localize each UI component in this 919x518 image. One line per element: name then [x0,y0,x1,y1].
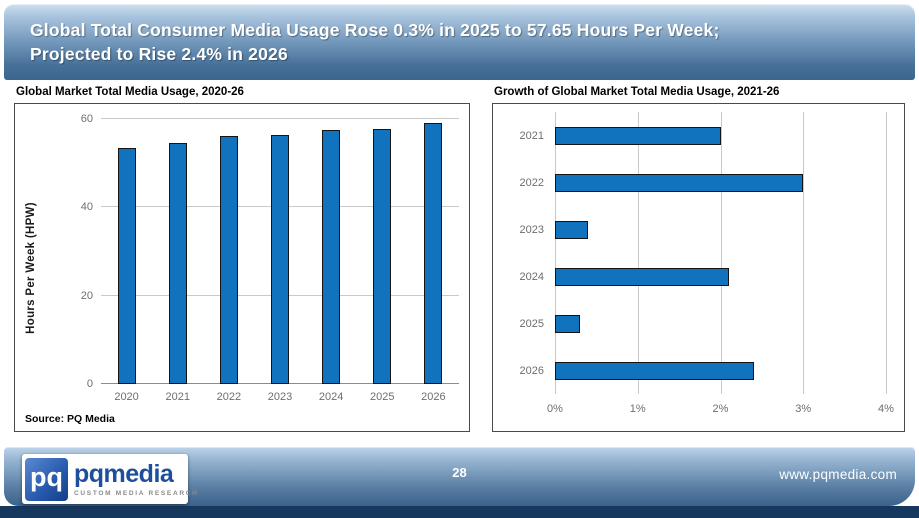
y-tick-40: 40 [80,201,93,214]
usage-bar-2024 [322,130,341,384]
usage-bar-2021 [168,143,187,384]
footer-bar: pq pqmedia CUSTOM MEDIA RESEARCH 28 www.… [4,447,915,506]
y-tick-0: 0 [86,378,93,390]
year-label-2021: 2021 [519,129,544,142]
x-tick-0%: 0% [547,403,563,415]
bars-group: 2020 2021 2022 2023 2024 2025 2026 [101,119,459,403]
usage-bar-2025 [373,129,392,384]
bar-column-2025: 2025 [370,119,395,403]
x-category-label-2025: 2025 [370,391,395,403]
x-gridline-0% [555,112,556,394]
growth-bar-2023 [555,220,589,239]
media-usage-chart-title: Global Market Total Media Usage, 2020-26 [16,86,244,98]
x-tick-4%: 4% [878,403,894,415]
x-category-label-2022: 2022 [216,391,242,403]
x-gridline-1% [637,112,639,394]
media-usage-plot-area: 0 20 40 60 2020 2021 2022 2023 2024 2025 2026 [81,113,459,403]
x-tick-3%: 3% [795,403,812,415]
usage-bar-2023 [270,135,289,384]
slide-title-line1: Global Total Consumer Media Usage Rose 0… [30,20,720,40]
growth-bar-2022 [555,173,804,192]
x-gridline-3% [803,112,805,394]
pqmedia-monogram-icon: pq [25,457,68,501]
usage-bar-2020 [117,147,136,384]
bar-column-2021: 2021 [165,119,190,403]
bar-row-2024: 2024 [520,267,886,286]
growth-chart-panel: 0% 1% 2% 3% 4% 2021 2022 2023 2024 2025 2026 [492,103,905,432]
media-usage-chart: Global Market Total Media Usage, 2020-26… [14,86,470,432]
bar-row-2021: 2021 [520,126,886,145]
media-usage-chart-panel: Hours Per Week (HPW) 0 20 40 60 2020 2021 2022… [14,103,470,432]
bar-column-2024: 2024 [319,119,343,403]
x-gridline-4% [886,112,887,394]
x-category-label-2024: 2024 [318,391,344,403]
bar-column-2020: 2020 [114,119,139,403]
growth-chart-title: Growth of Global Market Total Media Usag… [494,86,780,98]
usage-bar-2026 [424,123,443,384]
bar-row-2026: 2026 [520,361,886,380]
year-label-2025: 2025 [519,317,544,330]
x-tick-1%: 1% [629,403,646,415]
y-tick-20: 20 [80,289,93,302]
slide-title: Global Total Consumer Media Usage Rose 0… [4,4,915,66]
source-note: Source: PQ Media [25,413,115,425]
year-label-2024: 2024 [519,270,544,283]
y-gridline-60 [101,118,459,119]
bar-column-2026: 2026 [421,119,446,403]
year-label-2026: 2026 [519,364,544,377]
growth-bar-2025 [555,314,580,333]
growth-bar-2024 [555,267,729,286]
x-category-label-2020: 2020 [114,391,139,403]
x-category-label-2023: 2023 [267,391,293,403]
bar-column-2023: 2023 [268,119,292,403]
year-label-2023: 2023 [519,223,544,236]
page-number: 28 [452,465,467,480]
growth-chart: Growth of Global Market Total Media Usag… [492,86,905,432]
usage-bar-2022 [219,136,238,384]
x-tick-2%: 2% [712,403,729,415]
x-category-label-2026: 2026 [421,391,446,403]
bar-row-2025: 2025 [520,314,886,333]
pqmedia-logo: pq pqmedia CUSTOM MEDIA RESEARCH [22,454,199,504]
y-tick-60: 60 [80,113,93,125]
x-category-label-2021: 2021 [165,391,190,403]
title-banner: Global Total Consumer Media Usage Rose 0… [4,4,915,80]
year-label-2022: 2022 [519,176,544,189]
slide-title-line2: Projected to Rise 2.4% in 2026 [30,43,288,64]
y-axis-label: Hours Per Week (HPW) [25,201,37,334]
growth-bar-2021 [555,126,721,145]
logo-name: pqmedia [74,459,174,488]
growth-bar-2026 [555,361,754,380]
bar-row-2023: 2023 [520,220,886,239]
x-gridline-2% [720,112,722,394]
bar-column-2022: 2022 [217,119,241,403]
bottom-navy-strip [0,506,919,518]
website-url: www.pqmedia.com [779,467,897,482]
logo-text: pqmedia CUSTOM MEDIA RESEARCH [71,459,199,497]
bar-row-2022: 2022 [520,173,886,192]
logo-tagline: CUSTOM MEDIA RESEARCH [74,489,199,497]
rows-group: 2021 2022 2023 2024 2025 2026 [520,112,886,394]
growth-plot-area: 0% 1% 2% 3% 4% 2021 2022 2023 2024 2025 2026 [520,112,894,415]
